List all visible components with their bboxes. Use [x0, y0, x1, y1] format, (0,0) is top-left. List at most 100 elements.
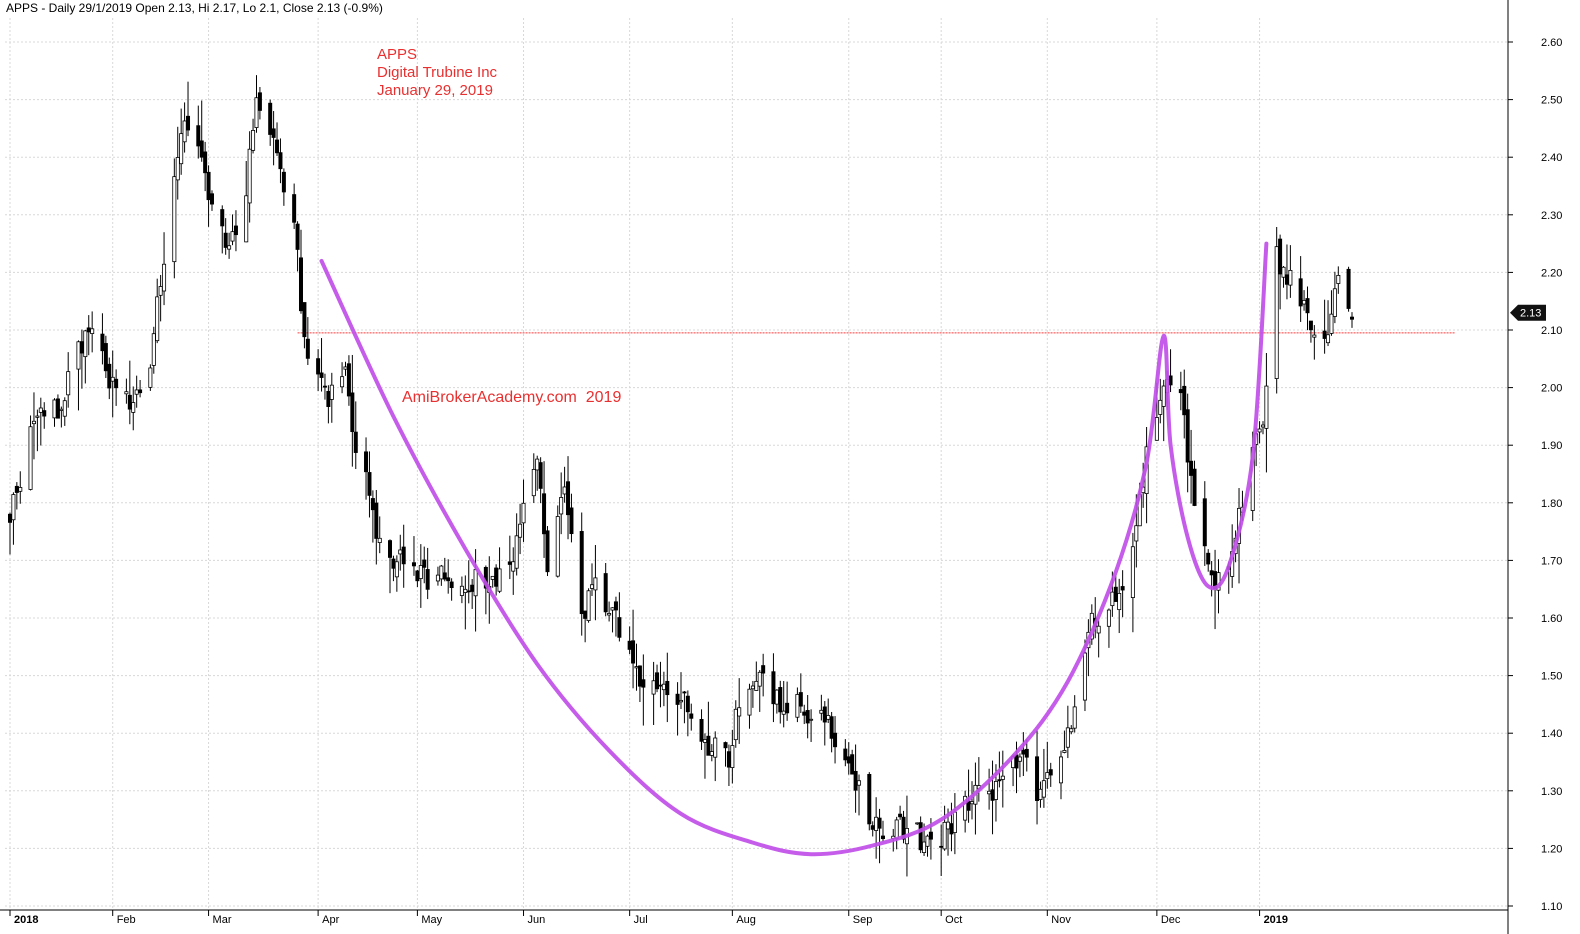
candle-body: [394, 561, 399, 578]
candle-body: [114, 378, 119, 389]
candle-body: [1260, 424, 1265, 428]
candle-body: [761, 665, 766, 674]
candle-body: [151, 333, 156, 366]
candle-body: [257, 92, 262, 111]
candle-body: [251, 130, 256, 151]
candle-body: [494, 567, 499, 587]
candle-body: [655, 672, 660, 690]
candle-body: [449, 581, 454, 589]
candle-body: [566, 481, 571, 516]
candle-body: [442, 572, 447, 580]
candle-body: [846, 756, 851, 764]
y-tick-label: 1.40: [1541, 728, 1562, 740]
candle-body: [220, 209, 225, 227]
y-tick-label: 2.50: [1541, 95, 1562, 107]
candle-body: [1048, 769, 1053, 776]
y-tick-label: 1.60: [1541, 613, 1562, 625]
candle-body: [148, 367, 153, 388]
candle-body: [42, 410, 47, 417]
candle-body: [682, 691, 687, 694]
candle-body: [83, 330, 88, 358]
candle-body: [651, 680, 656, 695]
candle-body: [1278, 238, 1283, 275]
candle-body: [52, 399, 57, 419]
candle-body: [1113, 586, 1118, 602]
candle-body: [538, 462, 543, 489]
candle-body: [918, 822, 923, 851]
candle-body: [922, 841, 927, 853]
candle-body: [631, 640, 636, 664]
candle-body: [209, 193, 214, 205]
candle-body: [730, 745, 735, 768]
watermark: AmiBrokerAcademy.com 2019: [402, 389, 622, 406]
candle-body: [874, 816, 879, 831]
candle-body: [843, 748, 848, 761]
candle-body: [925, 835, 930, 847]
candle-body: [771, 671, 776, 705]
candle-body: [343, 366, 348, 370]
x-tick-label: Jul: [634, 914, 648, 926]
candle-body: [370, 498, 375, 511]
candle-body: [1059, 756, 1064, 784]
candle-body: [798, 692, 803, 707]
y-tick-label: 2.40: [1541, 152, 1562, 164]
candle-body: [196, 125, 201, 147]
candle-body: [326, 390, 331, 407]
x-tick-label: Jun: [528, 914, 546, 926]
candle-body: [377, 537, 382, 543]
candle-body: [726, 751, 731, 768]
candle-body: [1065, 727, 1070, 748]
candle-body: [1326, 334, 1331, 344]
candle-body: [507, 561, 512, 565]
candle-body: [634, 666, 639, 669]
candle-body: [949, 823, 954, 835]
candle-body: [511, 561, 516, 572]
candle-body: [750, 685, 755, 690]
candle-body: [1154, 417, 1159, 441]
candle-body: [809, 718, 814, 721]
candle-body: [867, 773, 872, 825]
candle-body: [316, 358, 321, 375]
candle-body: [1072, 706, 1077, 729]
candle-body: [38, 407, 43, 413]
candle-body: [1035, 756, 1040, 801]
candle-body: [661, 683, 666, 691]
candle-body: [100, 333, 105, 352]
candle-body: [1161, 385, 1166, 407]
candle-body: [1308, 320, 1313, 331]
candle-body: [1134, 525, 1139, 542]
candle-body: [1000, 775, 1005, 780]
candle-body: [59, 408, 64, 411]
candle-body: [298, 257, 303, 312]
candle-body: [545, 530, 550, 573]
candle-body: [86, 327, 91, 333]
candle-body: [247, 148, 252, 204]
candle-body: [1298, 278, 1303, 307]
candle-body: [422, 559, 427, 568]
grid-layer: [5, 18, 1508, 910]
candle-body: [1284, 274, 1289, 285]
candle-body: [880, 835, 885, 840]
candle-body: [329, 384, 334, 400]
candle-body: [223, 232, 228, 248]
y-tick-label: 1.70: [1541, 555, 1562, 567]
candle-body: [617, 617, 622, 638]
y-tick-label: 1.50: [1541, 671, 1562, 683]
y-tick-label: 1.30: [1541, 786, 1562, 798]
candle-body: [747, 688, 752, 716]
candle-body: [1312, 334, 1317, 338]
candle-body: [107, 363, 112, 389]
candle-body: [586, 590, 591, 621]
candle-body: [679, 699, 684, 703]
candle-body: [1185, 409, 1190, 463]
candle-body: [340, 376, 345, 388]
candle-body: [364, 451, 369, 473]
last-price-label: 2.13: [1520, 308, 1541, 320]
candle-body: [233, 225, 238, 236]
candle-body: [579, 531, 584, 615]
candle-body: [350, 392, 355, 433]
candle-body: [90, 328, 95, 334]
